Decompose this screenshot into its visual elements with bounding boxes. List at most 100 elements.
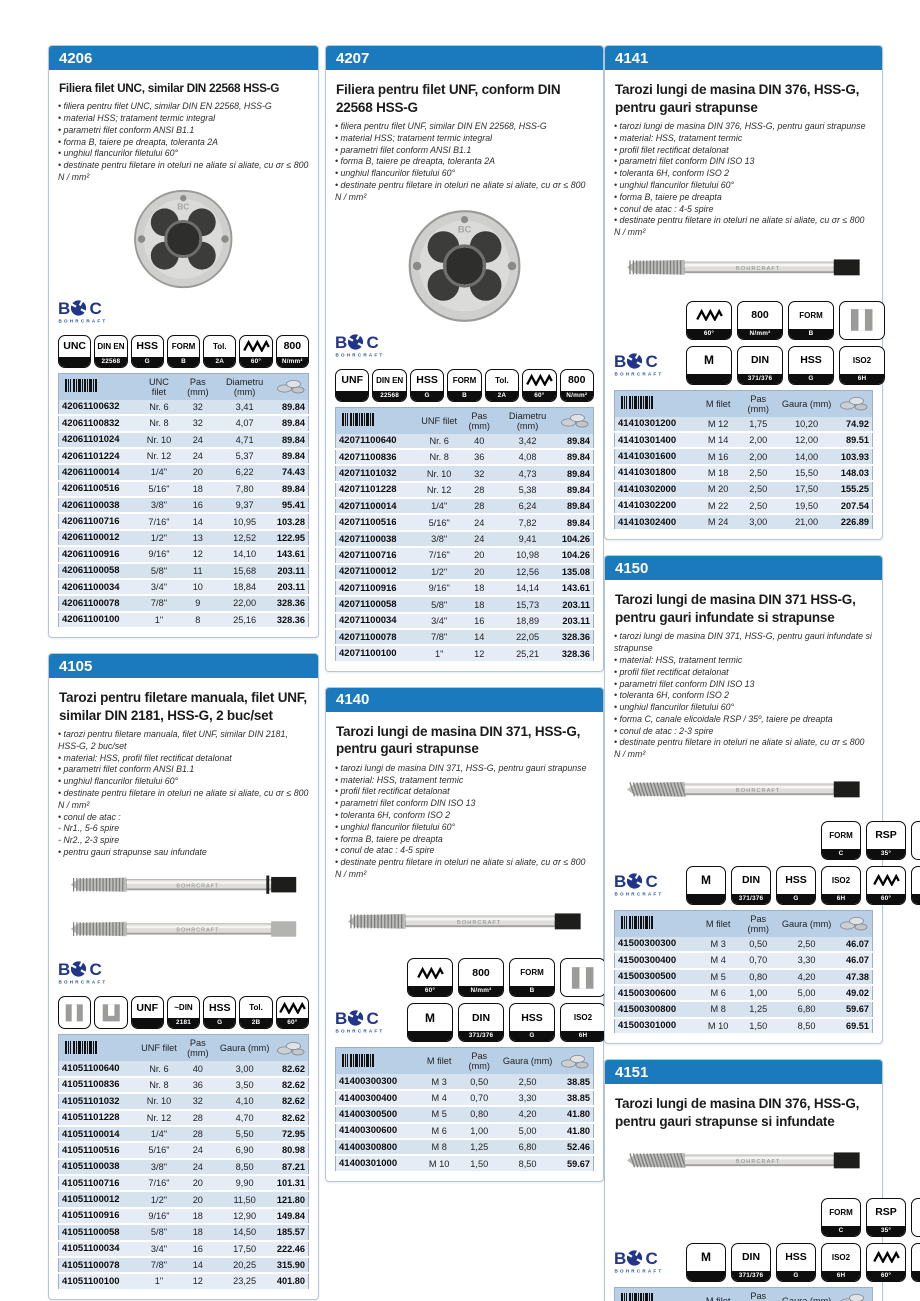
filet-size: 1/4" (150, 1129, 167, 1140)
article-number: 42061100012 (62, 532, 120, 544)
price-value: 328.36 (276, 614, 305, 625)
article-number: 41410302200 (618, 500, 677, 512)
feature-item: • destinate pentru filetare in oteluri n… (58, 160, 309, 183)
pas-value: 12 (192, 1276, 203, 1287)
badge-top: DIN EN (97, 341, 125, 351)
pas-value: 20 (192, 1178, 203, 1189)
zigzag-60-icon: 60° (407, 958, 453, 998)
badge-bottom: B (510, 986, 554, 997)
column-header-pas: Pas (mm) (747, 913, 769, 934)
badge-unf: UNF (130, 996, 164, 1030)
price-value: 47.38 (846, 971, 869, 982)
badge-tol: Tol. 2A (484, 368, 520, 402)
feature-item: • toleranta 6H, conform ISO 2 (614, 168, 730, 179)
table-row: 42061100014 1/4" 20 6,22 74.43 (58, 464, 309, 481)
badge-bottom: G (777, 893, 815, 904)
scales-icon (556, 1048, 593, 1075)
table-row: 42061100916 9/16" 12 14,10 143.61 (58, 546, 309, 563)
diametru-value: 9,41 (518, 534, 537, 544)
diametru-value: 10,20 (795, 418, 819, 429)
feature-item: • conul de atac : (58, 811, 121, 822)
badge-form: FORM B (509, 958, 555, 998)
svg-text:C: C (646, 872, 658, 891)
product-title: Tarozi pentru filetare manuala, filet UN… (59, 690, 307, 723)
badge-hss: HSS G (409, 368, 445, 402)
brand-and-badges: B C BOHRCRAFT FORM C RSP 35° M DIN 371/3… (614, 1197, 920, 1282)
badge-bottom: 371/376 (732, 1270, 770, 1281)
product-section: 4207 Filiera pentru filet UNF, conform D… (325, 45, 604, 672)
through-hole-icon (560, 958, 606, 998)
bohrcraft-logo: B C BOHRCRAFT (335, 1009, 401, 1042)
badge-row: M DIN 371/376 HSS G ISO2 6H (686, 345, 885, 385)
badge-bottom: 2181 (167, 1018, 200, 1029)
pas-value: 13 (192, 532, 203, 543)
blind-hole-icon (94, 996, 128, 1030)
filet-size: M 6 (710, 988, 726, 999)
filet-size: 3/4" (150, 1243, 167, 1254)
badge-bottom: 371/376 (738, 373, 782, 384)
filet-size: 7/8" (150, 1260, 167, 1271)
svg-text:B: B (614, 872, 626, 891)
filet-size: M 22 (707, 500, 729, 511)
price-value: 89.84 (282, 434, 305, 445)
section-code-bar: 4141 (605, 46, 882, 70)
filet-size: 5/16" (148, 483, 170, 494)
article-number: 41500300600 (618, 987, 677, 999)
feature-item: • conul de atac : 2-3 spire (614, 725, 714, 736)
svg-text:B: B (335, 333, 347, 352)
badge-top (912, 1199, 920, 1236)
pas-value: 1,50 (470, 1158, 489, 1169)
badge-m: M (407, 1003, 453, 1043)
diametru-value: 21,00 (795, 517, 819, 528)
article-number: 41051100014 (62, 1128, 120, 1140)
table-row: 42061101224 Nr. 12 24 5,37 89.84 (58, 447, 309, 465)
table-row: 41400301000 M 10 1,50 8,50 59.67 (335, 1155, 594, 1172)
price-value: 222.46 (276, 1243, 305, 1254)
filet-size: 3/4" (431, 615, 448, 626)
badge-top: UNF (136, 1001, 158, 1014)
table-row: 41500300400 M 4 0,70 3,30 46.07 (614, 952, 873, 969)
table-row: 41051100012 1/2" 20 11,50 121.80 (58, 1191, 309, 1208)
price-value: 74.92 (846, 418, 869, 429)
spec-badges: UNF DIN EN 22568 HSS G FORM B Tol. 2A 60… (335, 368, 594, 402)
filet-size: Nr. 10 (426, 468, 452, 479)
tap-photo-graphic: BOHRCRAFT (348, 913, 581, 930)
price-value: 89.84 (567, 517, 590, 528)
bohrcraft-logo: B C BOHRCRAFT (614, 352, 680, 385)
feature-list: • tarozi lungi de masina DIN 371, HSS-G,… (335, 763, 594, 881)
badge-top: M (704, 353, 714, 368)
diametru-value: 4,20 (518, 1109, 537, 1120)
badge-rsp: RSP 35° (866, 820, 906, 860)
pas-value: 18 (474, 583, 485, 594)
badge-bottom: 371/376 (459, 1031, 503, 1042)
pas-value: 1,00 (470, 1125, 489, 1136)
article-number: 41051100012 (62, 1194, 120, 1206)
table-row: 41410301800 M 18 2,50 15,50 148.03 (614, 464, 873, 482)
diametru-value: 18,89 (516, 615, 540, 626)
pas-value: 14 (192, 516, 203, 527)
feature-item: • tarozi lungi de masina DIN 371, HSS-G,… (614, 631, 872, 654)
table-row: 41410301400 M 14 2,00 12,00 89.51 (614, 432, 873, 449)
article-number: 41051100640 (62, 1063, 120, 1075)
spec-badges: FORM C RSP 35° M DIN 371/376 HSS G ISO2 … (686, 820, 920, 905)
section-code: 4207 (336, 49, 370, 67)
price-value: 101.31 (276, 1178, 305, 1189)
column-header-diametru: Gaura (mm) (781, 398, 832, 409)
badge-bottom (59, 356, 91, 367)
filet-size: 7/16" (148, 516, 170, 527)
article-number: 42061100916 (62, 548, 120, 560)
column-header-pas: Pas (mm) (747, 393, 769, 414)
feature-item: • forma B, taiere pe dreapta, toleranta … (58, 136, 219, 147)
article-number: 41051100078 (62, 1259, 120, 1271)
table-row: 42071100516 5/16" 24 7,82 89.84 (335, 514, 594, 531)
badge-top: DIN (741, 874, 761, 887)
filet-size: M 14 (707, 435, 729, 446)
price-value: 121.80 (276, 1194, 305, 1205)
price-value: 328.36 (561, 632, 590, 643)
diametru-value: 18,84 (233, 582, 257, 593)
filet-size: 5/8" (150, 565, 167, 576)
badge-top: HSS (136, 340, 158, 353)
svg-text:C: C (90, 960, 102, 979)
badge-form: FORM C (821, 1197, 861, 1237)
filet-size: M 24 (707, 517, 729, 528)
